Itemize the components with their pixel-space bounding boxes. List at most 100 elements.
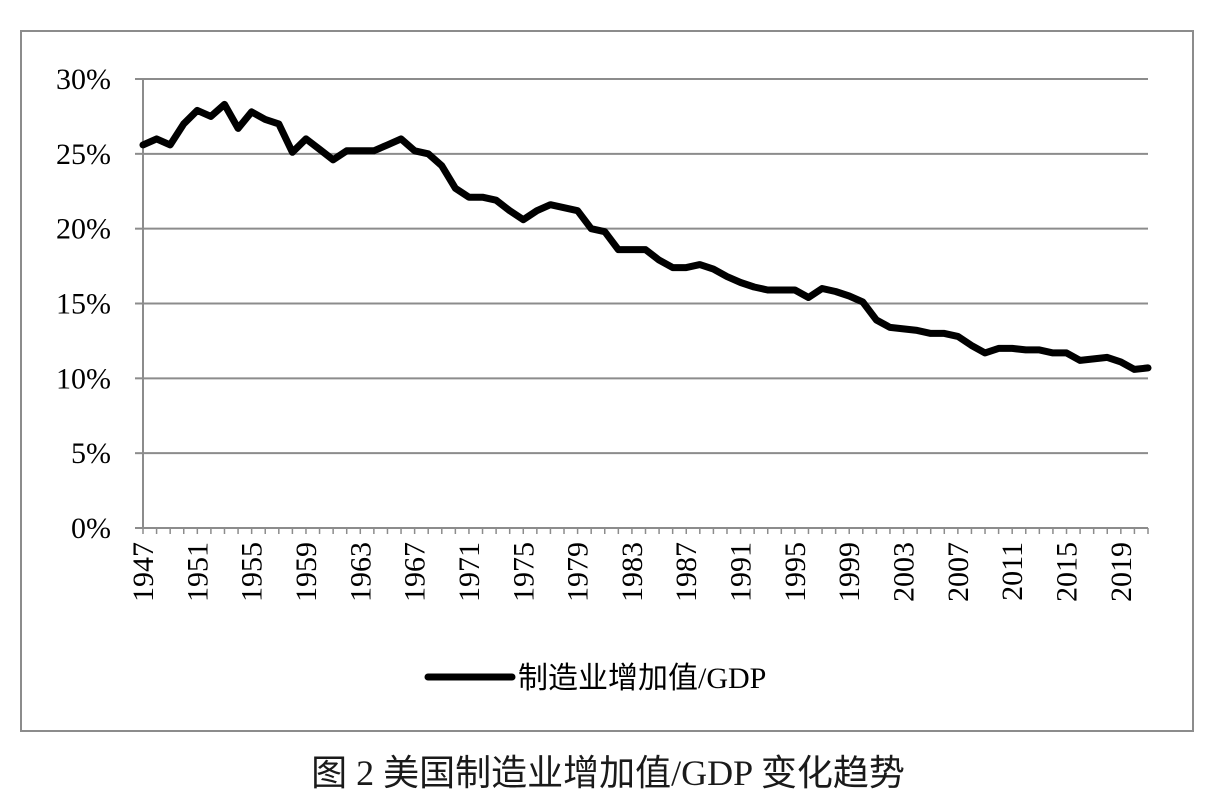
line-chart: 0% 5% 10% 15% 20% 25% 30% 1947 1951 1955 1959 1963…	[56, 63, 1152, 695]
data-point	[1105, 355, 1109, 359]
x-tick-label: 1963	[344, 542, 377, 602]
data-point	[1146, 366, 1150, 370]
data-point	[874, 318, 878, 322]
data-point	[915, 328, 919, 332]
data-point	[535, 209, 539, 213]
data-point	[902, 327, 906, 331]
data-point	[969, 343, 973, 347]
data-point	[698, 263, 702, 267]
data-point	[318, 147, 322, 151]
x-tick-label: 1955	[236, 542, 269, 602]
data-point	[589, 227, 593, 231]
y-tick-label: 0%	[71, 512, 111, 545]
data-point	[209, 114, 213, 118]
data-point	[521, 218, 525, 222]
data-point	[277, 122, 281, 126]
data-point	[739, 281, 743, 285]
data-point	[793, 288, 797, 292]
data-point	[888, 325, 892, 329]
data-point	[1051, 351, 1055, 355]
data-point	[1078, 358, 1082, 362]
data-point	[616, 248, 620, 252]
data-point	[195, 108, 199, 112]
x-tick-label: 1991	[725, 542, 758, 602]
x-tick-label: 1999	[833, 542, 866, 602]
data-point	[630, 248, 634, 252]
data-point	[548, 203, 552, 207]
gridlines	[135, 78, 1149, 534]
data-point	[467, 195, 471, 199]
data-point	[413, 149, 417, 153]
y-tick-label: 5%	[71, 437, 111, 470]
data-point	[358, 149, 362, 153]
legend-label: 制造业增加值/GDP	[518, 662, 766, 695]
x-tick-label: 1971	[453, 542, 486, 602]
x-tick-label: 2007	[942, 542, 975, 602]
data-point	[847, 294, 851, 298]
data-point	[997, 346, 1001, 350]
data-point	[155, 137, 159, 141]
data-point	[766, 288, 770, 292]
data-point	[942, 331, 946, 335]
x-tick-label: 2015	[1051, 542, 1084, 602]
data-point	[671, 266, 675, 270]
x-tick-label: 2003	[888, 542, 921, 602]
x-tick-label: 2011	[996, 542, 1029, 601]
y-tick-label: 20%	[56, 213, 111, 246]
figure-caption: 图 2 美国制造业增加值/GDP 变化趋势	[311, 753, 905, 793]
y-tick-label: 30%	[56, 63, 111, 96]
y-tick-label: 10%	[56, 362, 111, 395]
data-point	[440, 164, 444, 168]
y-axis-tick-labels: 0% 5% 10% 15% 20% 25% 30%	[56, 63, 111, 545]
x-tick-label: 1979	[562, 542, 595, 602]
data-point	[576, 209, 580, 213]
data-point	[983, 351, 987, 355]
data-point	[494, 198, 498, 202]
data-point	[711, 267, 715, 271]
data-point	[372, 149, 376, 153]
data-point	[603, 230, 607, 234]
data-point	[236, 126, 240, 130]
data-point	[304, 137, 308, 141]
data-point	[562, 206, 566, 210]
series-layer	[139, 100, 1152, 373]
data-point	[1037, 348, 1041, 352]
x-tick-label: 1995	[779, 542, 812, 602]
data-point	[820, 287, 824, 291]
data-point	[861, 300, 865, 304]
y-tick-label: 25%	[56, 138, 111, 171]
data-point	[834, 290, 838, 294]
data-point	[222, 102, 226, 106]
data-point	[684, 266, 688, 270]
data-point	[779, 288, 783, 292]
data-point	[182, 122, 186, 126]
x-axis-tick-labels: 1947 1951 1955 1959 1963 1967 1971 1975 1979 1983…	[127, 542, 1138, 602]
data-point	[1010, 346, 1014, 350]
x-tick-label: 1947	[127, 542, 160, 602]
series-line	[139, 100, 1152, 373]
data-point	[1065, 351, 1069, 355]
legend: 制造业增加值/GDP	[424, 662, 766, 695]
x-tick-label: 1983	[616, 542, 649, 602]
data-point	[644, 248, 647, 252]
chart-frame: 0% 5% 10% 15% 20% 25% 30% 1947 1951 1955 1959 1963…	[20, 30, 1194, 732]
data-point	[806, 296, 810, 300]
x-tick-label: 1951	[181, 542, 214, 602]
data-point	[290, 150, 294, 154]
data-point	[752, 285, 756, 289]
data-point	[263, 117, 267, 121]
data-point	[1092, 357, 1096, 361]
data-point	[481, 195, 485, 199]
data-point	[725, 275, 729, 279]
data-point	[426, 152, 430, 156]
data-point	[1132, 367, 1136, 371]
data-point	[929, 331, 933, 335]
y-tick-label: 15%	[56, 288, 111, 321]
x-tick-label: 1959	[290, 542, 323, 602]
x-tick-label: 1987	[670, 542, 703, 602]
data-point	[956, 334, 960, 338]
x-tick-label: 1975	[507, 542, 540, 602]
data-point	[141, 143, 145, 147]
data-point	[1024, 348, 1028, 352]
data-point	[1119, 360, 1123, 364]
